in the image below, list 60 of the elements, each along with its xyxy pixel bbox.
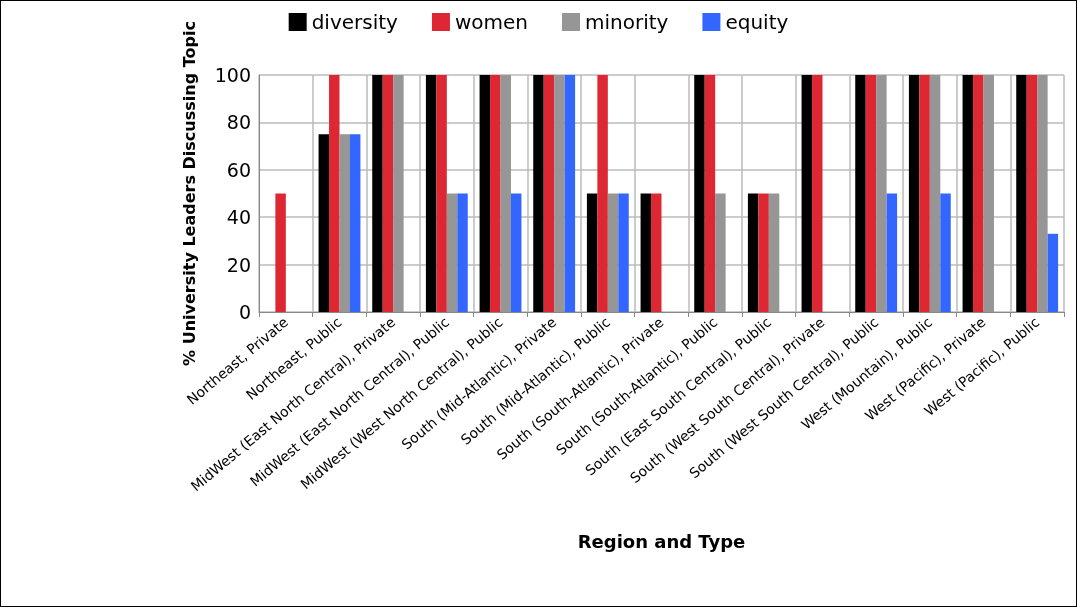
bar (640, 193, 652, 312)
bar (382, 75, 394, 312)
bar (929, 75, 941, 312)
y-tick-label: 100 (214, 64, 251, 86)
bar (275, 193, 286, 312)
bar (510, 193, 522, 312)
bar (1026, 75, 1038, 312)
legend-label: minority (585, 10, 669, 34)
bar (801, 75, 813, 312)
bar (533, 75, 544, 312)
bar (919, 75, 930, 312)
bar (393, 75, 404, 312)
bar (597, 75, 608, 312)
y-tick-label: 80 (226, 111, 251, 134)
bar (564, 75, 576, 312)
bar (372, 75, 383, 312)
bar (886, 193, 898, 312)
y-tick-label: 60 (226, 158, 251, 181)
bar (490, 75, 501, 312)
bar (973, 75, 984, 312)
bar (758, 193, 769, 312)
bar (457, 193, 468, 312)
bar (812, 75, 823, 312)
bar (940, 193, 951, 312)
bar (607, 193, 619, 312)
bar (715, 193, 726, 312)
legend-label: diversity (311, 10, 399, 34)
y-tick-label: 0 (238, 301, 251, 323)
bar (694, 75, 705, 312)
bar (318, 134, 330, 312)
bar (329, 75, 340, 312)
bar (618, 193, 629, 312)
bar (876, 75, 887, 312)
bar (704, 75, 716, 312)
bar (543, 75, 555, 312)
bar (983, 75, 994, 312)
legend-label: equity (725, 10, 789, 34)
bar (446, 193, 458, 312)
bar (1047, 233, 1059, 312)
bar (855, 75, 866, 312)
bar (1037, 75, 1048, 312)
legend-label: women (454, 10, 529, 34)
bar (768, 193, 780, 312)
bar (651, 193, 662, 312)
bar (436, 75, 447, 312)
bar (1016, 75, 1027, 312)
y-tick-label: 20 (226, 253, 251, 276)
bar (865, 75, 877, 312)
bar (747, 193, 759, 312)
bar (586, 193, 598, 312)
bar (962, 75, 974, 312)
bar (908, 75, 920, 312)
x-axis-title: Region and Type (577, 530, 746, 552)
y-tick-label: 40 (226, 206, 251, 229)
bar (425, 75, 437, 312)
bar (554, 75, 565, 312)
bar (500, 75, 511, 312)
bar (349, 134, 361, 312)
bar (479, 75, 491, 312)
bar (339, 134, 350, 312)
